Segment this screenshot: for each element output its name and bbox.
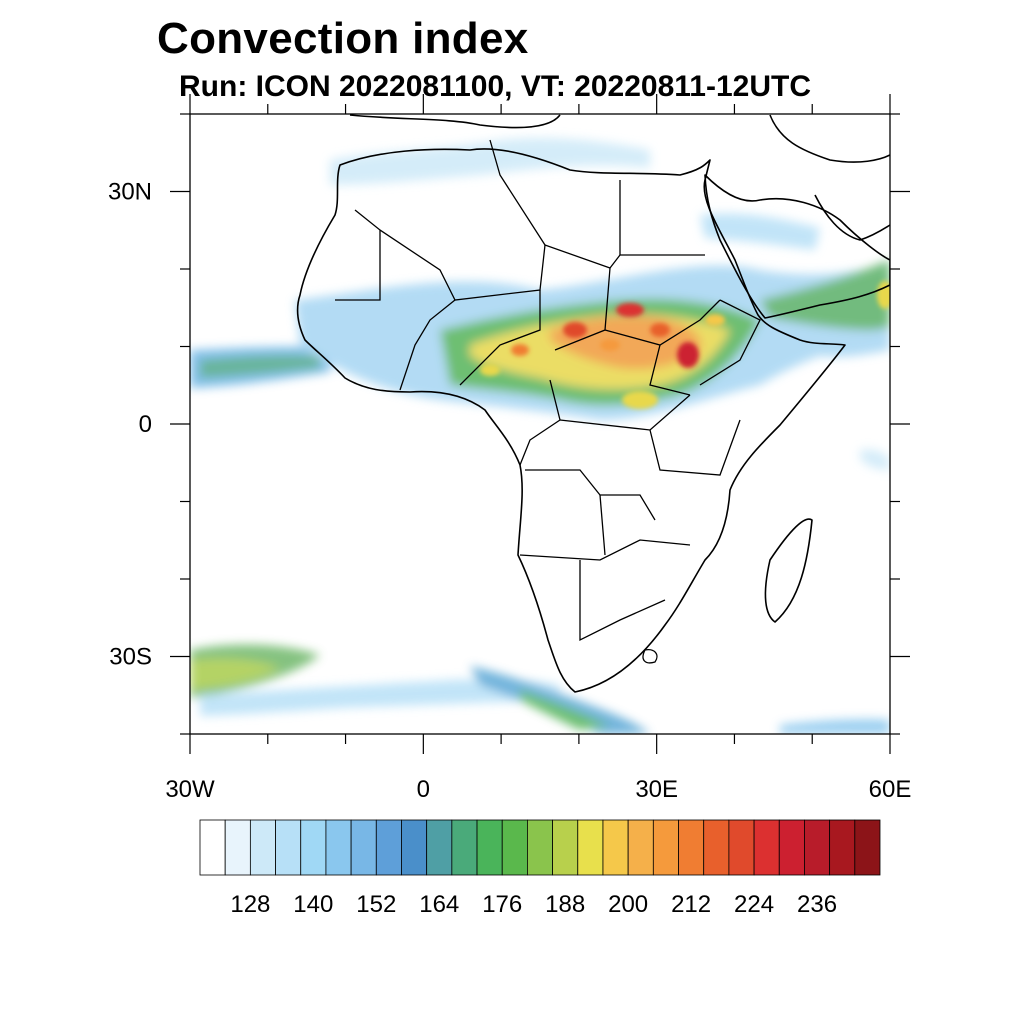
lon-tick-label: 60E	[869, 776, 912, 803]
colorbar-label: 212	[671, 891, 711, 918]
colorbar-swatch	[652, 819, 679, 876]
colorbar-swatch	[249, 819, 276, 876]
colorbar-swatch	[552, 819, 579, 876]
colorbar-swatch	[577, 819, 604, 876]
colorbar-swatch	[224, 819, 251, 876]
country-borders	[335, 139, 761, 664]
colorbar-swatch	[426, 819, 453, 876]
colorbar-swatch	[627, 819, 654, 876]
lon-tick-label: 30E	[635, 776, 678, 803]
colorbar-swatch	[778, 819, 805, 876]
colorbar-label: 236	[797, 891, 837, 918]
colorbar-label: 224	[734, 891, 774, 918]
lat-tick-label: 30S	[109, 644, 152, 671]
colorbar-label: 188	[545, 891, 585, 918]
colorbar-label: 164	[419, 891, 459, 918]
colorbar-label: 152	[356, 891, 396, 918]
coastlines	[296, 114, 890, 693]
colorbar-swatch	[804, 819, 831, 876]
lat-tick-label: 30N	[108, 179, 152, 206]
map-frame	[189, 113, 891, 735]
colorbar-label: 128	[230, 891, 270, 918]
colorbar-swatch	[829, 819, 856, 876]
colorbar-swatch	[451, 819, 478, 876]
lon-tick-label: 0	[417, 776, 430, 803]
colorbar-swatch	[275, 819, 302, 876]
colorbar-swatch	[401, 819, 428, 876]
axis-tick-labels: 30N 0 30S 30W 0 30E 60E	[108, 179, 911, 804]
colorbar-swatch	[703, 819, 730, 876]
colorbar-swatch	[728, 819, 755, 876]
colorbar-swatch	[350, 819, 377, 876]
colorbar-swatch	[602, 819, 629, 876]
colorbar-labels: 128 140 152 164 176 188 200 212 224 236	[230, 891, 837, 918]
colorbar-swatch	[199, 819, 226, 876]
colorbar-swatch	[753, 819, 780, 876]
chart-subtitle: Run: ICON 2022081100, VT: 20220811-12UTC	[179, 70, 812, 103]
convection-field	[190, 138, 890, 734]
lat-tick-label: 0	[139, 411, 152, 438]
chart-title: Convection index	[157, 14, 529, 63]
colorbar-label: 140	[293, 891, 333, 918]
colorbar-swatch	[678, 819, 705, 876]
colorbar-label: 176	[482, 891, 522, 918]
colorbar-swatch	[527, 819, 553, 876]
colorbar-swatch	[501, 819, 528, 876]
colorbar-swatch	[375, 819, 402, 876]
axis-ticks	[170, 94, 910, 754]
colorbar-swatch	[476, 819, 503, 876]
colorbar	[199, 819, 881, 876]
colorbar-swatch	[325, 819, 352, 876]
colorbar-swatch	[300, 819, 327, 876]
colorbar-label: 200	[608, 891, 648, 918]
colorbar-swatch	[854, 819, 881, 876]
lon-tick-label: 30W	[165, 776, 215, 803]
